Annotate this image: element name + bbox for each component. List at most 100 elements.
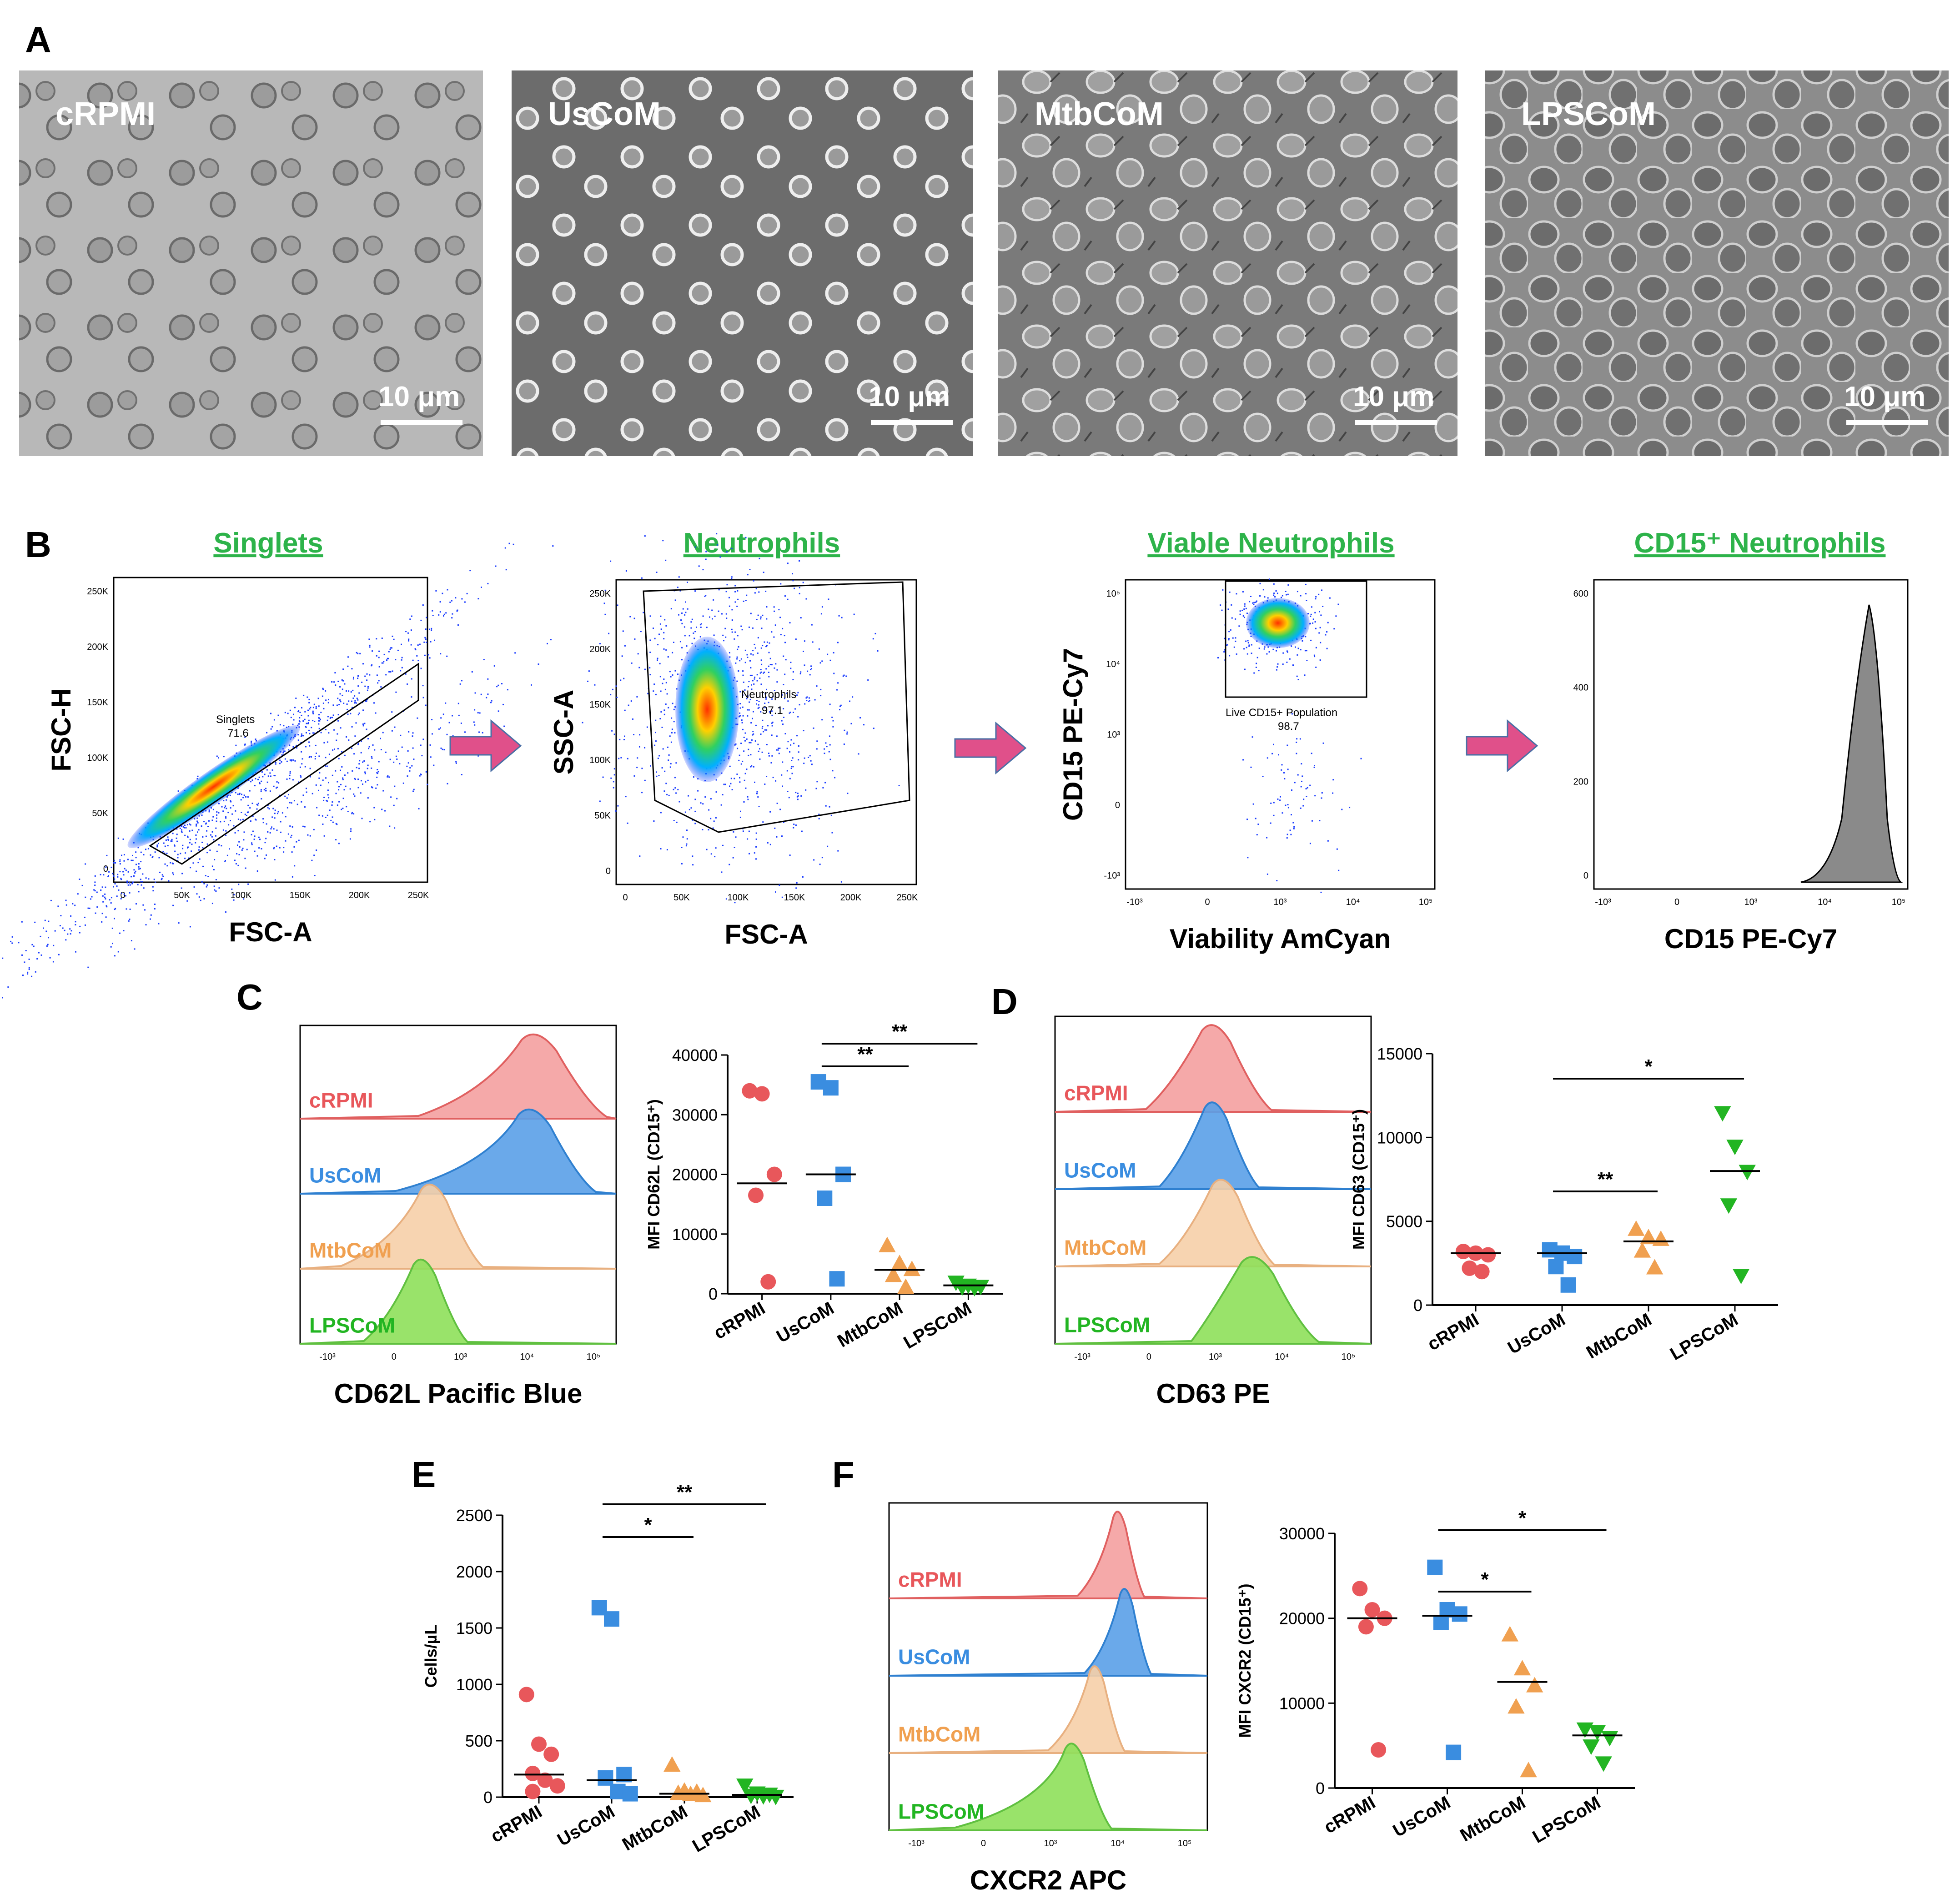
- significance-label: **: [892, 1020, 908, 1043]
- event-dot: [420, 744, 422, 746]
- event-dot: [613, 774, 615, 776]
- event-dot: [247, 883, 249, 885]
- data-point: [525, 1783, 541, 1799]
- gate-value: 97.1: [762, 704, 783, 717]
- event-dot: [629, 616, 631, 618]
- event-dot: [256, 870, 258, 872]
- event-dot: [480, 693, 482, 695]
- event-dot: [1231, 617, 1233, 619]
- event-dot: [290, 717, 292, 718]
- event-dot: [623, 678, 625, 679]
- event-dot: [371, 756, 372, 758]
- event-dot: [122, 838, 124, 840]
- event-dot: [140, 879, 141, 880]
- event-dot: [1306, 650, 1307, 652]
- event-dot: [361, 818, 363, 819]
- data-point: [1633, 1242, 1651, 1258]
- event-dot: [457, 703, 459, 704]
- event-dot: [322, 824, 324, 825]
- event-dot: [630, 700, 632, 702]
- x-tick-label: 10⁵: [1892, 897, 1906, 907]
- x-tick-label: 10³: [454, 1352, 467, 1362]
- event-dot: [107, 876, 109, 877]
- event-dot: [699, 636, 701, 638]
- event-dot: [713, 599, 714, 601]
- event-dot: [307, 709, 309, 711]
- event-dot: [446, 655, 448, 657]
- event-dot: [346, 806, 347, 808]
- event-dot: [513, 543, 514, 545]
- y-tick-label: 200: [1573, 777, 1588, 787]
- event-dot: [665, 783, 667, 784]
- y-tick-label: 10000: [672, 1225, 718, 1244]
- event-dot: [352, 812, 353, 814]
- event-dot: [75, 924, 76, 926]
- event-dot: [694, 799, 696, 800]
- event-dot: [734, 585, 736, 587]
- event-dot: [235, 744, 237, 746]
- event-dot: [1327, 622, 1329, 623]
- panel-label-A: A: [25, 20, 51, 60]
- event-dot: [319, 772, 321, 774]
- event-dot: [498, 684, 499, 686]
- event-dot: [389, 825, 391, 827]
- event-dot: [268, 808, 270, 810]
- event-dot: [790, 768, 792, 769]
- event-dot: [1318, 593, 1320, 595]
- event-dot: [132, 859, 134, 861]
- event-dot: [343, 703, 345, 704]
- event-dot: [131, 940, 132, 942]
- event-dot: [352, 707, 353, 708]
- event-dot: [799, 587, 800, 588]
- event-dot: [1247, 642, 1249, 643]
- event-dot: [748, 830, 750, 832]
- event-dot: [1246, 653, 1248, 655]
- event-dot: [644, 668, 646, 670]
- event-dot: [65, 904, 67, 906]
- event-dot: [771, 722, 773, 724]
- data-point: [1720, 1198, 1738, 1214]
- event-dot: [681, 623, 683, 624]
- event-dot: [316, 807, 318, 809]
- y-tick-label: 0: [606, 866, 611, 876]
- event-dot: [197, 831, 198, 833]
- event-dot: [723, 784, 725, 785]
- event-dot: [322, 695, 323, 697]
- event-dot: [291, 802, 292, 804]
- event-dot: [113, 875, 115, 877]
- x-tick-label: 10³: [1744, 897, 1758, 907]
- event-dot: [171, 862, 173, 864]
- event-dot: [780, 634, 782, 636]
- x-tick-label: 250K: [408, 890, 429, 900]
- event-dot: [1262, 589, 1264, 591]
- event-dot: [400, 734, 402, 736]
- event-dot: [1247, 640, 1249, 642]
- event-dot: [367, 738, 369, 739]
- data-point: [823, 1080, 839, 1096]
- event-dot: [627, 822, 628, 824]
- event-dot: [397, 649, 399, 651]
- event-dot: [722, 794, 724, 796]
- event-dot: [284, 795, 286, 797]
- event-dot: [293, 719, 295, 721]
- event-dot: [700, 626, 702, 628]
- event-dot: [672, 652, 673, 653]
- event-dot: [1243, 648, 1245, 650]
- event-dot: [184, 834, 186, 836]
- event-dot: [776, 669, 778, 671]
- event-dot: [366, 673, 368, 675]
- event-dot: [756, 703, 757, 705]
- event-dot: [753, 766, 754, 768]
- event-dot: [742, 760, 744, 762]
- event-dot: [731, 609, 733, 611]
- event-dot: [212, 809, 214, 810]
- event-dot: [789, 778, 791, 779]
- event-dot: [759, 748, 760, 750]
- event-dot: [342, 680, 344, 682]
- event-dot: [354, 735, 356, 737]
- event-dot: [478, 731, 480, 733]
- gate-name: Live CD15+ Population: [1226, 707, 1337, 719]
- event-dot: [1226, 644, 1228, 646]
- event-dot: [234, 859, 236, 861]
